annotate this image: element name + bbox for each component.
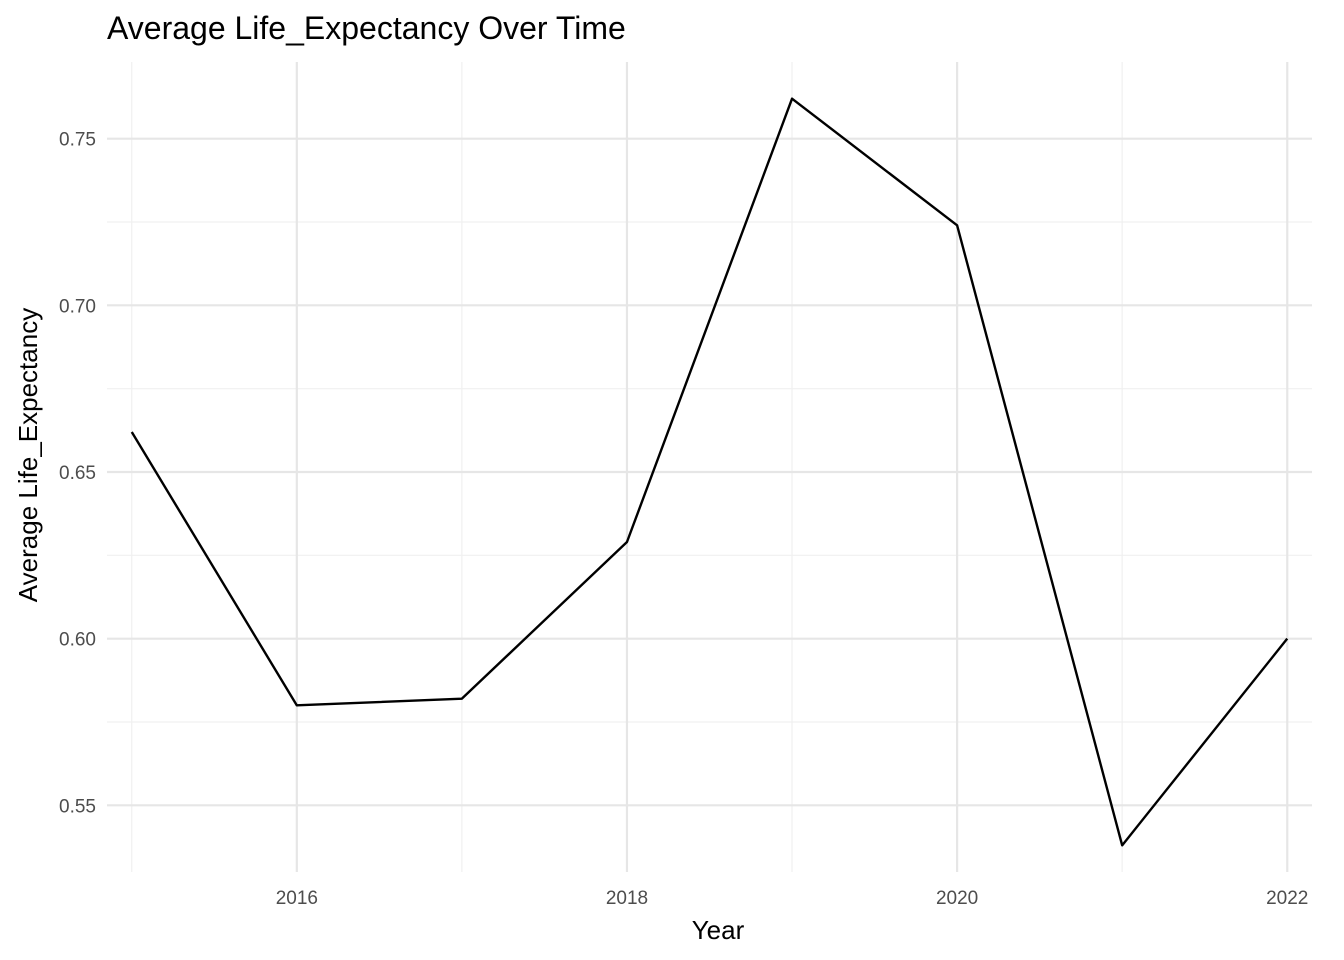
x-tick-label: 2016 — [276, 888, 318, 909]
y-tick-label: 0.70 — [59, 296, 96, 317]
y-axis-title: Average Life_Expectancy — [13, 308, 43, 602]
minor-gridlines — [107, 62, 1312, 872]
y-tick-labels: 0.55 0.60 0.65 0.70 0.75 — [59, 130, 96, 818]
major-gridlines — [107, 62, 1312, 872]
y-tick-label: 0.75 — [59, 130, 96, 151]
x-tick-label: 2022 — [1266, 888, 1308, 909]
series-layer — [130, 97, 1289, 847]
x-tick-labels: 2016 2018 2020 2022 — [276, 888, 1309, 909]
y-tick-label: 0.65 — [59, 463, 96, 484]
y-tick-label: 0.60 — [59, 630, 96, 651]
chart-title: Average Life_Expectancy Over Time — [107, 10, 626, 46]
x-axis-title: Year — [692, 915, 745, 945]
x-tick-label: 2020 — [936, 888, 978, 909]
y-tick-label: 0.55 — [59, 796, 96, 817]
series-line-0 — [130, 97, 1289, 847]
x-tick-label: 2018 — [606, 888, 648, 909]
